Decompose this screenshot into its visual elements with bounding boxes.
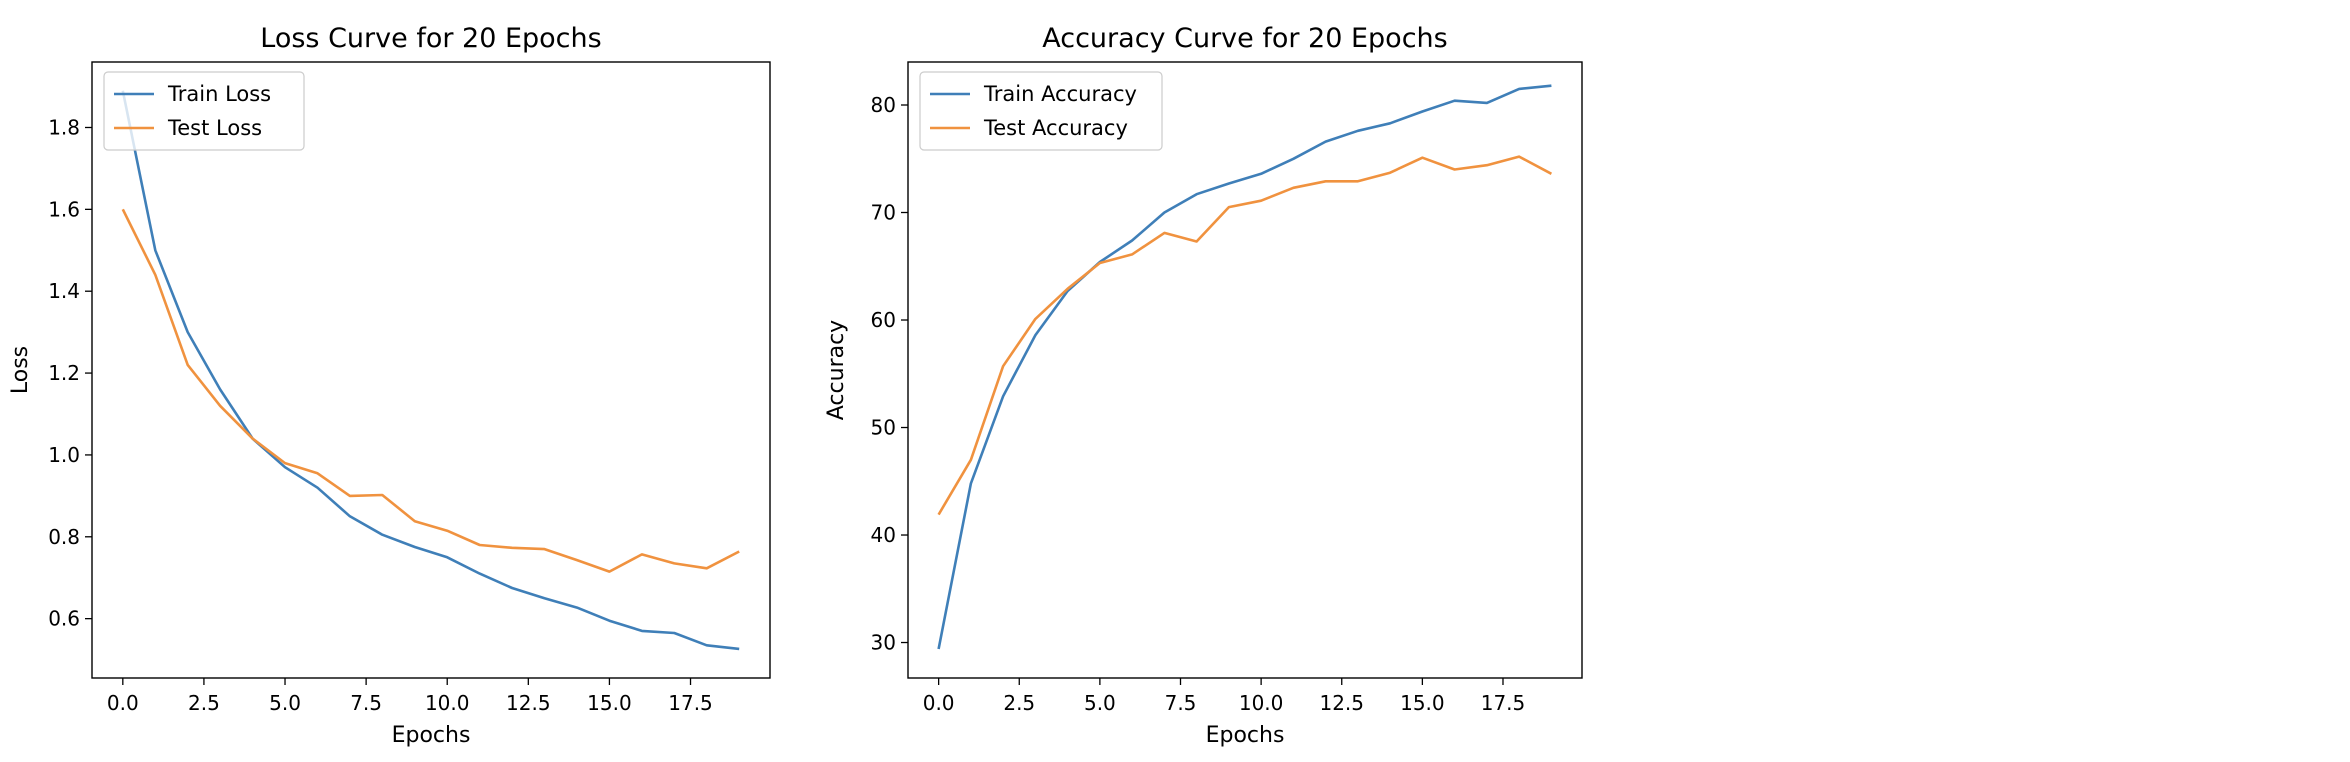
loss-ytick-label: 1.6 (48, 197, 80, 221)
loss-ytick-label: 1.4 (48, 279, 80, 303)
loss-chart: Loss Curve for 20 Epochs Epochs Loss 0.0… (8, 23, 771, 748)
loss-legend-label-test-loss: Test Loss (167, 116, 262, 140)
accuracy-legend-label-test-accuracy: Test Accuracy (983, 116, 1128, 140)
loss-chart-xlabel: Epochs (392, 723, 471, 748)
loss-ytick-label: 1.8 (48, 115, 80, 139)
loss-xtick-label: 17.5 (668, 691, 713, 715)
accuracy-xtick-label: 7.5 (1165, 691, 1197, 715)
accuracy-ytick-label: 70 (871, 201, 896, 225)
loss-chart-ylabel: Loss (8, 346, 33, 394)
loss-xtick-label: 5.0 (269, 691, 301, 715)
accuracy-chart-legend: Train Accuracy Test Accuracy (919, 71, 1163, 151)
loss-series-test-loss-line (121, 208, 740, 573)
accuracy-ytick-label: 40 (871, 523, 896, 547)
accuracy-xtick-label: 0.0 (923, 691, 955, 715)
loss-chart-title: Loss Curve for 20 Epochs (260, 23, 601, 54)
accuracy-chart-ylabel: Accuracy (824, 320, 849, 420)
accuracy-ytick-label: 50 (871, 416, 896, 440)
accuracy-chart: Accuracy Curve for 20 Epochs Epochs Accu… (824, 23, 1583, 748)
loss-xtick-label: 10.0 (425, 691, 470, 715)
accuracy-series-train-accuracy-line (937, 84, 1552, 650)
loss-ytick-label: 0.8 (48, 525, 80, 549)
accuracy-xtick-label: 2.5 (1003, 691, 1035, 715)
accuracy-legend-box (919, 71, 1163, 151)
loss-series-train-loss-line (121, 90, 740, 651)
loss-xtick-label: 15.0 (587, 691, 632, 715)
accuracy-ytick-label: 30 (871, 631, 896, 655)
loss-ytick-label: 1.2 (48, 361, 80, 385)
loss-legend-box (103, 71, 305, 151)
loss-chart-plot-frame (91, 61, 771, 679)
loss-xtick-label: 2.5 (188, 691, 220, 715)
accuracy-ytick-label: 80 (871, 93, 896, 117)
loss-xtick-label: 12.5 (506, 691, 551, 715)
loss-ytick-label: 1.0 (48, 443, 80, 467)
accuracy-xtick-label: 15.0 (1400, 691, 1445, 715)
loss-legend-label-train-loss: Train Loss (167, 82, 271, 106)
accuracy-xtick-label: 5.0 (1084, 691, 1116, 715)
loss-ytick-label: 0.6 (48, 607, 80, 631)
accuracy-chart-plot-frame (907, 61, 1583, 679)
accuracy-series-test-accuracy-line (937, 155, 1553, 516)
accuracy-xtick-label: 17.5 (1481, 691, 1526, 715)
accuracy-xtick-label: 10.0 (1239, 691, 1284, 715)
loss-xtick-label: 0.0 (107, 691, 139, 715)
loss-xtick-label: 7.5 (350, 691, 382, 715)
accuracy-chart-xlabel: Epochs (1206, 723, 1285, 748)
loss-chart-legend: Train Loss Test Loss (103, 71, 305, 151)
accuracy-legend-label-train-accuracy: Train Accuracy (983, 82, 1137, 106)
accuracy-chart-title: Accuracy Curve for 20 Epochs (1042, 23, 1447, 54)
accuracy-xtick-label: 12.5 (1319, 691, 1364, 715)
accuracy-ytick-label: 60 (871, 308, 896, 332)
